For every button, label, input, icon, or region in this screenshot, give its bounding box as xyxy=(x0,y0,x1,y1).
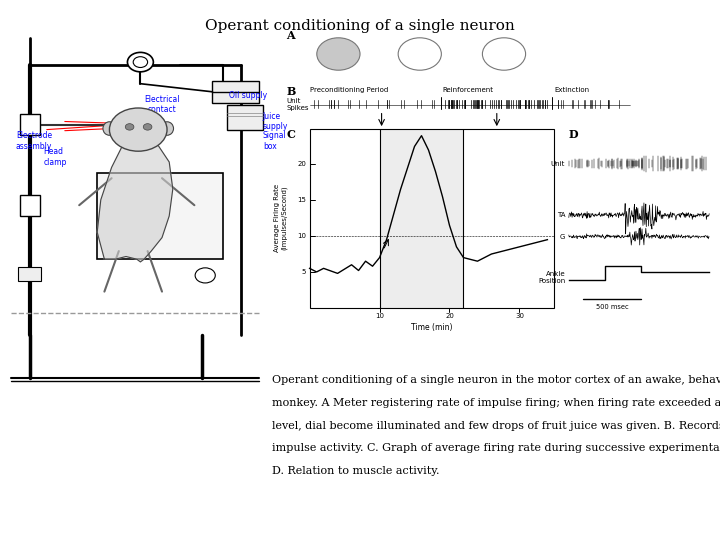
Circle shape xyxy=(398,38,441,70)
Text: Ankle
Position: Ankle Position xyxy=(538,271,565,284)
FancyBboxPatch shape xyxy=(212,81,259,103)
Text: 10: 10 xyxy=(297,233,306,239)
Text: Electrode
assembly: Electrode assembly xyxy=(16,131,53,151)
Text: Juice
supply: Juice supply xyxy=(263,112,288,131)
Text: A: A xyxy=(287,30,295,40)
Text: G: G xyxy=(560,233,565,240)
Text: Head
clamp: Head clamp xyxy=(43,147,66,167)
Text: monkey. A Meter registering rate of impulse firing; when firing rate exceeded a : monkey. A Meter registering rate of impu… xyxy=(272,398,720,408)
Text: Extinction: Extinction xyxy=(554,87,590,93)
Text: 20: 20 xyxy=(297,161,306,167)
Text: D: D xyxy=(569,129,578,139)
Text: C: C xyxy=(287,129,295,139)
FancyBboxPatch shape xyxy=(97,173,223,259)
Circle shape xyxy=(195,268,215,283)
Text: Average Firing Rate
(Impulses/Second): Average Firing Rate (Impulses/Second) xyxy=(274,184,287,252)
Circle shape xyxy=(109,108,167,151)
Circle shape xyxy=(133,57,148,68)
FancyBboxPatch shape xyxy=(18,267,41,281)
Text: D. Relation to muscle activity.: D. Relation to muscle activity. xyxy=(272,466,440,476)
Text: 30: 30 xyxy=(515,313,524,319)
Ellipse shape xyxy=(103,122,116,135)
Text: 10: 10 xyxy=(375,313,384,319)
Text: Unit: Unit xyxy=(551,160,565,167)
FancyBboxPatch shape xyxy=(20,195,40,216)
FancyBboxPatch shape xyxy=(20,114,40,135)
Text: Signal
box: Signal box xyxy=(263,131,287,151)
Text: B: B xyxy=(287,86,296,97)
Text: Time (min): Time (min) xyxy=(411,323,453,332)
Circle shape xyxy=(317,38,360,70)
Text: impulse activity. C. Graph of average firing rate during successive experimental: impulse activity. C. Graph of average fi… xyxy=(272,443,720,454)
Text: Preconditioning Period: Preconditioning Period xyxy=(310,87,388,93)
Text: TA: TA xyxy=(557,212,565,218)
Text: Electrical
contact: Electrical contact xyxy=(144,94,180,114)
Text: 20: 20 xyxy=(445,313,454,319)
Polygon shape xyxy=(97,135,173,262)
Text: 5: 5 xyxy=(302,269,306,275)
Text: Oil supply: Oil supply xyxy=(229,91,267,100)
Text: 15: 15 xyxy=(297,197,306,203)
Circle shape xyxy=(482,38,526,70)
Text: level, dial become illuminated and few drops of fruit juice was given. B. Record: level, dial become illuminated and few d… xyxy=(272,421,720,431)
Circle shape xyxy=(125,124,134,130)
Text: 500 msec: 500 msec xyxy=(595,304,629,310)
Text: Operant conditioning of a single neuron: Operant conditioning of a single neuron xyxy=(205,19,515,33)
Text: Operant conditioning of a single neuron in the motor cortex of an awake, behavin: Operant conditioning of a single neuron … xyxy=(272,375,720,386)
Circle shape xyxy=(127,52,153,72)
Bar xyxy=(379,129,464,308)
Text: Unit
Spikes: Unit Spikes xyxy=(287,98,309,111)
FancyBboxPatch shape xyxy=(227,105,263,130)
Circle shape xyxy=(143,124,152,130)
Bar xyxy=(310,129,554,308)
Ellipse shape xyxy=(161,122,174,135)
Text: Reinforcement: Reinforcement xyxy=(442,87,493,93)
